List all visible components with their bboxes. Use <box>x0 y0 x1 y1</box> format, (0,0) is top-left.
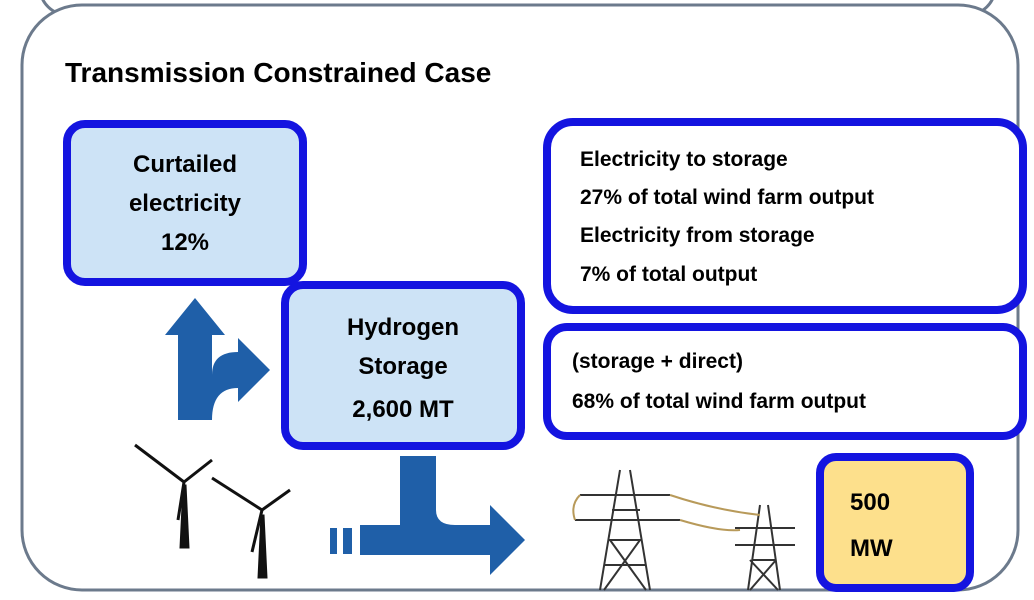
info-text: Electricity to storage <box>580 148 788 171</box>
curtailed-text: 12% <box>161 229 209 256</box>
curtailed-text: electricity <box>129 190 242 217</box>
hydrogen-text: Hydrogen <box>347 314 459 341</box>
page: {"title": "Transmission Constrained Case… <box>0 0 1034 600</box>
capacity-text: 500 <box>850 489 890 516</box>
capacity-text: MW <box>850 535 893 562</box>
diagram: Transmission Constrained Case Curtailed … <box>0 0 1034 600</box>
info-text: 68% of total wind farm output <box>572 390 866 413</box>
info-text: (storage + direct) <box>572 350 743 373</box>
arrow-stripe <box>343 528 352 554</box>
info-text: 27% of total wind farm output <box>580 186 874 209</box>
info-text: Electricity from storage <box>580 224 815 247</box>
hydrogen-text: Storage <box>358 353 447 380</box>
capacity-box <box>820 457 970 588</box>
delivered-info-box <box>547 327 1023 436</box>
hydrogen-text: 2,600 MT <box>352 396 454 423</box>
arrow-stripe <box>330 528 337 554</box>
info-text: 7% of total output <box>580 263 757 286</box>
curtailed-text: Curtailed <box>133 151 237 178</box>
title: Transmission Constrained Case <box>65 57 491 88</box>
